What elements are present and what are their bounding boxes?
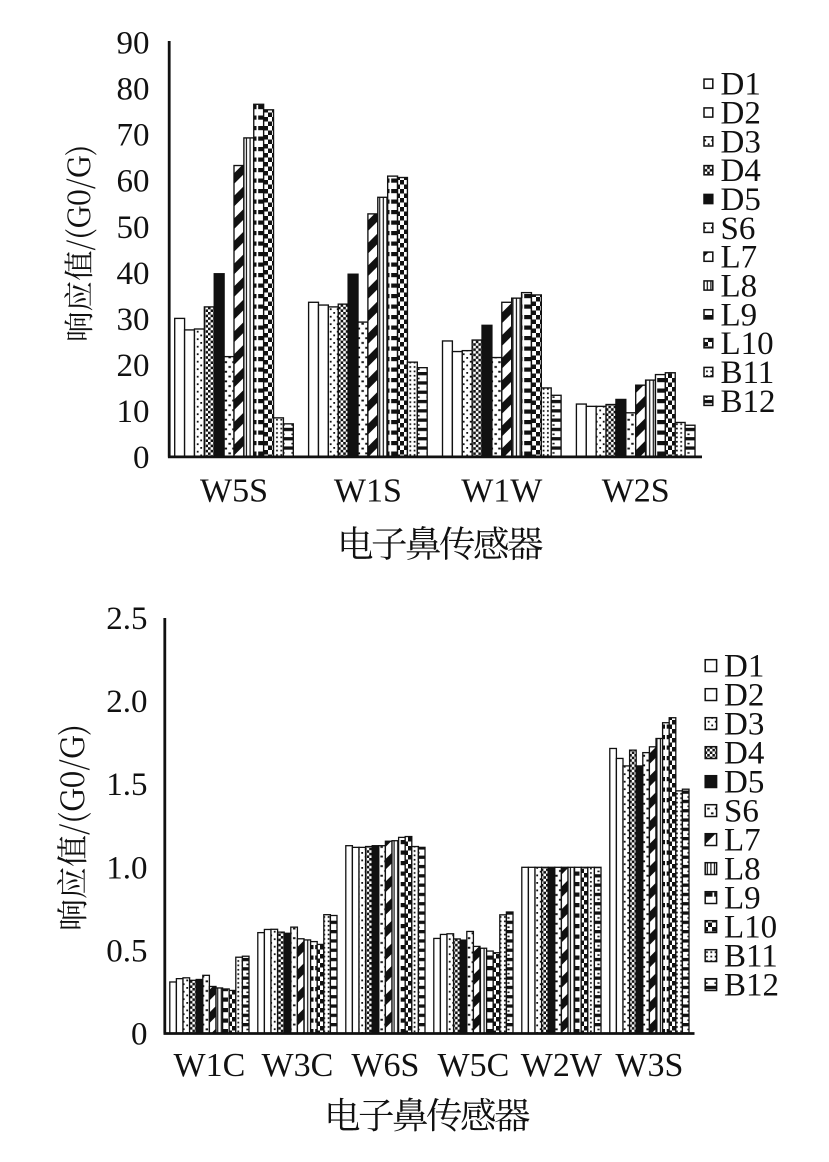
- svg-text:2.0: 2.0: [106, 684, 147, 720]
- svg-text:D4: D4: [724, 736, 764, 772]
- svg-text:L7: L7: [724, 823, 761, 859]
- svg-text:B12: B12: [724, 968, 779, 1004]
- svg-text:D1: D1: [721, 67, 761, 103]
- svg-text:S6: S6: [721, 211, 756, 247]
- svg-text:L8: L8: [721, 269, 758, 305]
- svg-text:D4: D4: [721, 153, 761, 189]
- svg-text:W1W: W1W: [461, 473, 543, 510]
- svg-text:W2W: W2W: [521, 1047, 603, 1084]
- svg-text:L8: L8: [724, 852, 761, 888]
- svg-text:W2S: W2S: [602, 473, 670, 510]
- svg-text:W3S: W3S: [615, 1047, 683, 1084]
- svg-text:20: 20: [117, 348, 150, 384]
- svg-text:B11: B11: [724, 939, 778, 975]
- svg-text:50: 50: [117, 210, 150, 246]
- svg-text:10: 10: [117, 394, 150, 430]
- svg-text:D5: D5: [724, 765, 764, 801]
- svg-text:D3: D3: [724, 707, 764, 743]
- svg-text:0: 0: [131, 1017, 148, 1053]
- svg-text:30: 30: [117, 302, 150, 338]
- svg-text:S6: S6: [724, 794, 759, 830]
- svg-text:B12: B12: [721, 384, 776, 420]
- svg-text:W6S: W6S: [351, 1047, 419, 1084]
- svg-text:L9: L9: [724, 881, 761, 917]
- svg-text:L7: L7: [721, 240, 758, 276]
- svg-text:70: 70: [117, 118, 150, 154]
- svg-text:W1C: W1C: [174, 1047, 246, 1084]
- svg-text:W3C: W3C: [262, 1047, 334, 1084]
- svg-text:0.5: 0.5: [106, 933, 147, 969]
- svg-text:1.0: 1.0: [106, 850, 147, 886]
- svg-text:60: 60: [117, 164, 150, 200]
- svg-text:W5S: W5S: [200, 473, 268, 510]
- svg-text:L10: L10: [721, 326, 774, 362]
- svg-text:80: 80: [117, 72, 150, 108]
- svg-text:1.5: 1.5: [106, 767, 147, 803]
- svg-text:D2: D2: [721, 96, 761, 132]
- svg-text:B11: B11: [721, 355, 775, 391]
- svg-text:2.5: 2.5: [106, 601, 147, 637]
- svg-text:L9: L9: [721, 297, 758, 333]
- svg-text:L10: L10: [724, 910, 777, 946]
- svg-text:0: 0: [133, 440, 150, 476]
- svg-text:90: 90: [117, 26, 150, 62]
- svg-text:D5: D5: [721, 182, 761, 218]
- svg-text:W1S: W1S: [334, 473, 402, 510]
- svg-text:40: 40: [117, 256, 150, 292]
- svg-text:D1: D1: [724, 649, 764, 685]
- svg-text:W5C: W5C: [438, 1047, 510, 1084]
- svg-text:D3: D3: [721, 124, 761, 160]
- svg-text:D2: D2: [724, 678, 764, 714]
